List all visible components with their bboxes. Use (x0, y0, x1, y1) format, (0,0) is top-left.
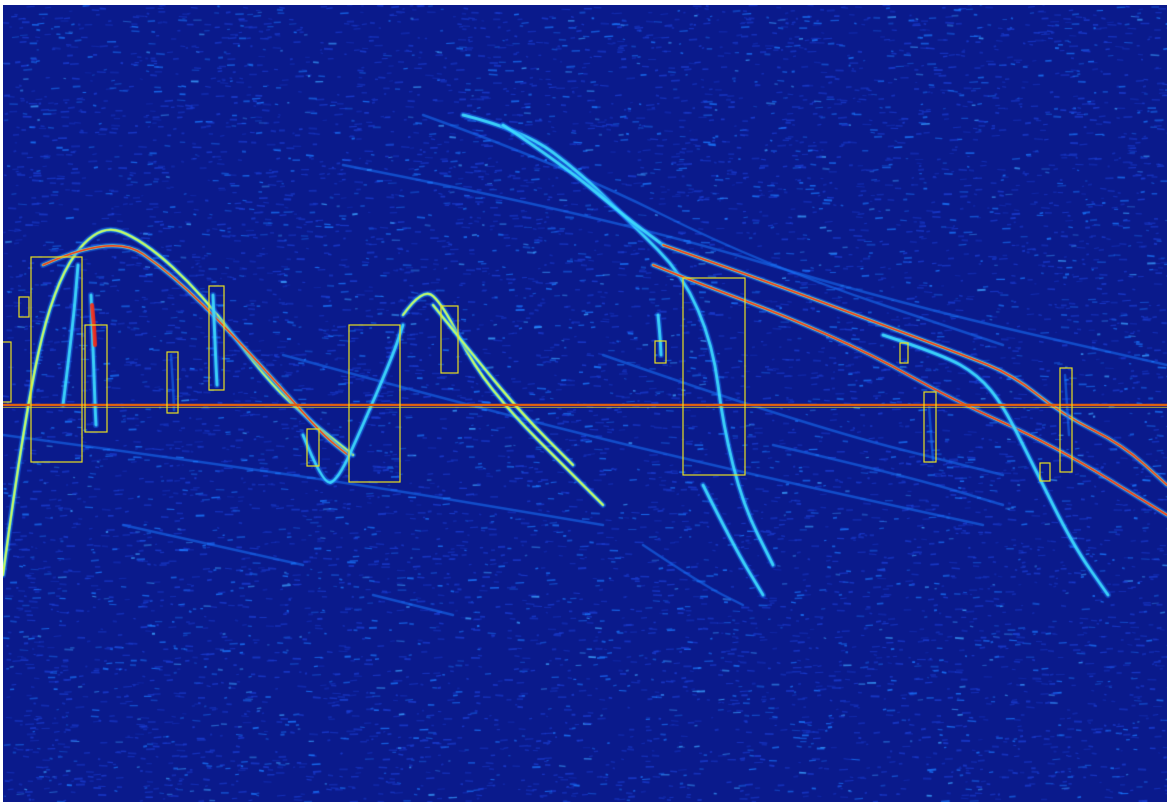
detection-box (18, 296, 30, 318)
spectrogram-view (3, 5, 1167, 802)
detection-box (348, 324, 401, 483)
detection-box (84, 324, 108, 433)
detection-box (1059, 367, 1073, 473)
detection-box (166, 351, 179, 414)
annotation-overlay (3, 256, 1167, 483)
detection-box (440, 305, 459, 374)
detection-box (30, 256, 83, 463)
detection-boxes (3, 256, 1073, 483)
detection-box (682, 277, 746, 476)
detection-box (923, 391, 937, 463)
detection-box (306, 428, 320, 467)
detection-box (1039, 462, 1051, 482)
detection-box (3, 341, 12, 403)
detection-box (654, 340, 667, 364)
detection-box (208, 285, 225, 391)
detection-box (899, 342, 909, 364)
spectrogram-image (3, 5, 1167, 802)
